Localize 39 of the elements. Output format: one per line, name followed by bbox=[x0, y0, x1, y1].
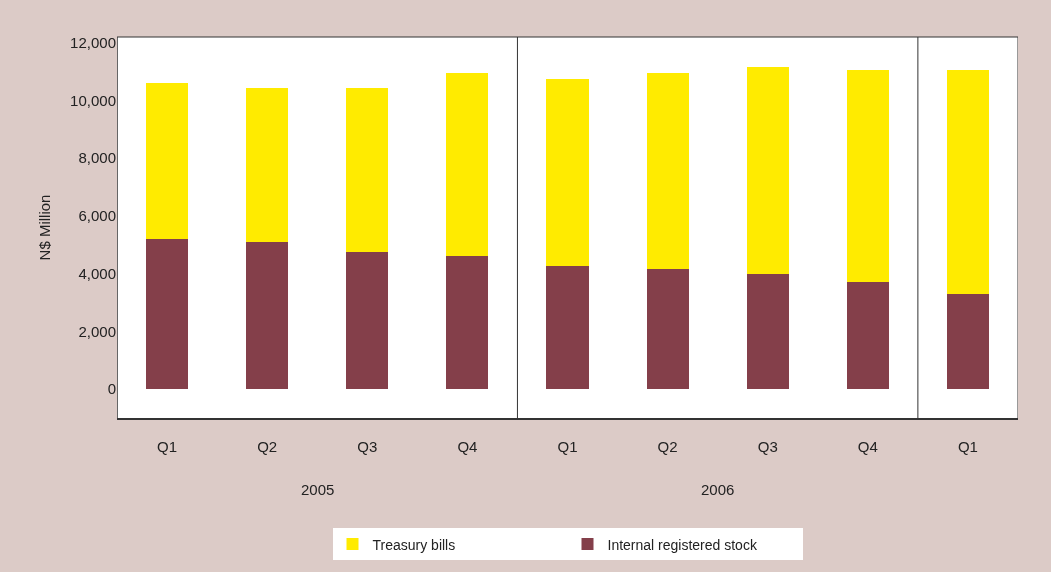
bar bbox=[446, 73, 489, 257]
x-tick-label: Q1 bbox=[157, 437, 178, 455]
bar bbox=[246, 241, 289, 390]
bar bbox=[246, 87, 289, 242]
bar bbox=[346, 252, 389, 390]
y-axis-title: N$ Million bbox=[36, 194, 54, 261]
bar bbox=[846, 70, 889, 283]
y-tick-label: 8,000 bbox=[78, 149, 116, 167]
bar bbox=[746, 273, 789, 390]
y-tick-label: 10,000 bbox=[70, 91, 116, 109]
bar bbox=[946, 293, 989, 390]
y-tick-label: 0 bbox=[107, 380, 116, 398]
text: 2005 bbox=[301, 481, 335, 498]
legend-label: Treasury bills bbox=[372, 536, 456, 553]
x-tick-label: Q1 bbox=[957, 437, 978, 455]
y-tick-label: 4,000 bbox=[78, 264, 116, 282]
bar bbox=[446, 256, 489, 390]
bar bbox=[546, 78, 589, 267]
bar bbox=[646, 73, 689, 270]
bar bbox=[146, 83, 189, 240]
bar bbox=[846, 282, 889, 390]
x-tick-label: Q4 bbox=[857, 437, 878, 455]
y-tick-label: 2,000 bbox=[78, 322, 116, 340]
bar bbox=[946, 70, 989, 294]
legend-label: Internal registered stock bbox=[607, 536, 758, 553]
x-tick-label: Q1 bbox=[557, 437, 578, 455]
x-tick-label: Q3 bbox=[757, 437, 778, 455]
x-tick-label: Q2 bbox=[257, 437, 278, 455]
y-tick-label: 12,000 bbox=[70, 34, 116, 52]
bar bbox=[746, 67, 789, 274]
bar bbox=[546, 266, 589, 390]
x-tick-label: Q3 bbox=[357, 437, 378, 455]
y-tick-label: 6,000 bbox=[78, 207, 116, 225]
x-tick-label: Q4 bbox=[457, 437, 478, 455]
bar bbox=[646, 269, 689, 390]
text: 2006 bbox=[701, 481, 735, 498]
bar bbox=[146, 239, 189, 390]
bar bbox=[346, 87, 389, 253]
x-tick-label: Q2 bbox=[657, 437, 678, 455]
